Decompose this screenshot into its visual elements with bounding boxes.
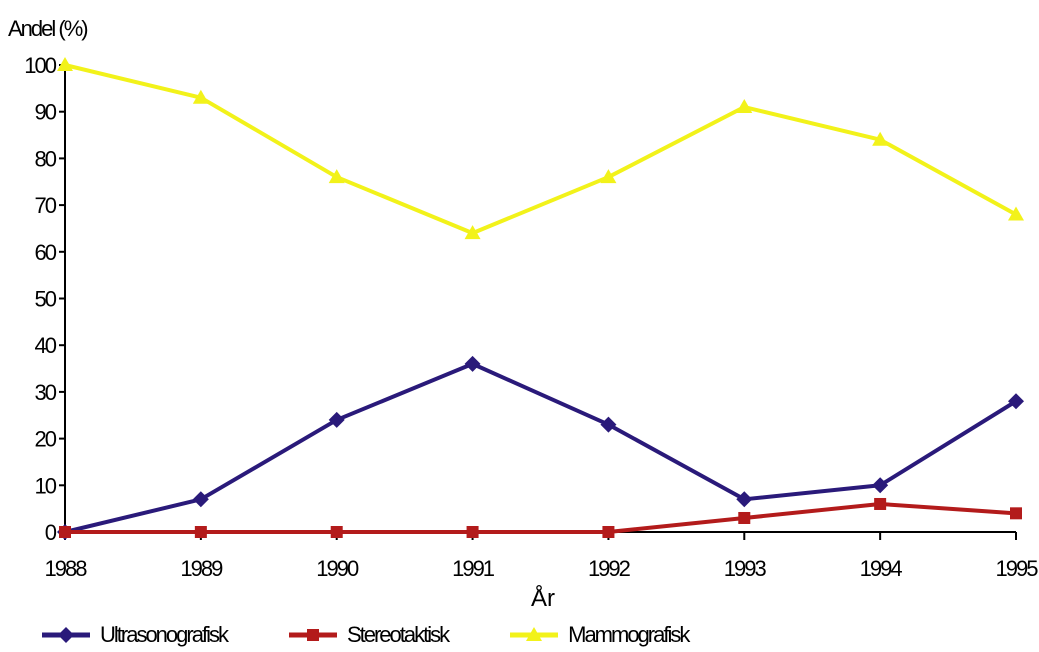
legend-marker [58, 627, 74, 643]
data-point [736, 99, 753, 114]
data-point [466, 526, 479, 538]
y-tick-label: 40 [35, 333, 57, 358]
data-point [328, 169, 345, 184]
x-tick-label: 1993 [724, 556, 767, 581]
legend-item: Stereotaktisk [287, 622, 450, 648]
legend-item: Mammografisk [508, 622, 690, 648]
legend-marker [526, 627, 543, 641]
legend-label: Mammografisk [568, 622, 690, 647]
data-point [872, 477, 889, 494]
data-point [464, 225, 481, 240]
data-point [1008, 206, 1024, 221]
legend-marker [306, 629, 319, 641]
y-tick-label: 10 [35, 473, 57, 498]
data-point [194, 526, 207, 538]
data-point [464, 355, 481, 372]
data-point [330, 526, 343, 538]
legend-label: Ultrasonografisk [100, 622, 229, 647]
legend-swatch [42, 627, 90, 643]
x-tick-label: 1989 [180, 556, 223, 581]
series-ultrasonografisk [57, 355, 1024, 540]
y-axis: 0 10 20 30 40 50 60 70 80 90 100 [24, 53, 66, 545]
series-mammografisk [57, 57, 1024, 240]
data-point [192, 89, 209, 104]
y-tick-label: 20 [35, 427, 57, 452]
legend: Ultrasonografisk Stereotaktisk Mammografis… [40, 620, 748, 650]
y-tick-label: 100 [24, 53, 56, 78]
data-point [600, 416, 617, 433]
data-point [59, 526, 71, 538]
x-tick-label: 1988 [45, 556, 88, 581]
data-point [192, 491, 209, 508]
series-line [64, 361, 1018, 534]
x-tick-label: 1990 [316, 556, 359, 581]
data-point [872, 131, 889, 146]
y-tick-label: 70 [35, 193, 57, 218]
x-tick-label: 1991 [452, 556, 495, 581]
legend-item: Ultrasonografisk [40, 622, 229, 648]
y-tick-label: 50 [35, 287, 57, 312]
data-point [874, 497, 887, 510]
x-tick-label: 1995 [996, 556, 1039, 581]
series-group [57, 57, 1024, 540]
x-tick-label: 1994 [860, 556, 903, 581]
data-point [602, 526, 615, 538]
data-point [738, 511, 751, 524]
x-axis-title: År [531, 584, 555, 612]
x-tick-label: 1992 [588, 556, 631, 581]
y-tick-label: 0 [45, 520, 57, 545]
data-point [328, 411, 345, 428]
x-axis: 1988 1989 1990 1991 1992 1993 1994 1995 [45, 531, 1039, 581]
legend-label: Stereotaktisk [346, 622, 450, 647]
data-point [1008, 393, 1024, 410]
y-tick-label: 30 [35, 380, 57, 405]
series-line [65, 501, 1017, 534]
series-stereotaktisk [59, 497, 1022, 538]
series-line [64, 63, 1017, 236]
data-point [1010, 507, 1022, 520]
data-point [600, 169, 617, 184]
y-axis-title: Andel (%) [8, 16, 87, 41]
data-point [57, 57, 73, 71]
legend-swatch [288, 629, 337, 641]
y-tick-label: 80 [35, 146, 57, 171]
y-tick-label: 60 [35, 240, 57, 265]
y-tick-label: 90 [35, 100, 57, 125]
legend-swatch [510, 627, 559, 641]
data-point [736, 491, 753, 508]
